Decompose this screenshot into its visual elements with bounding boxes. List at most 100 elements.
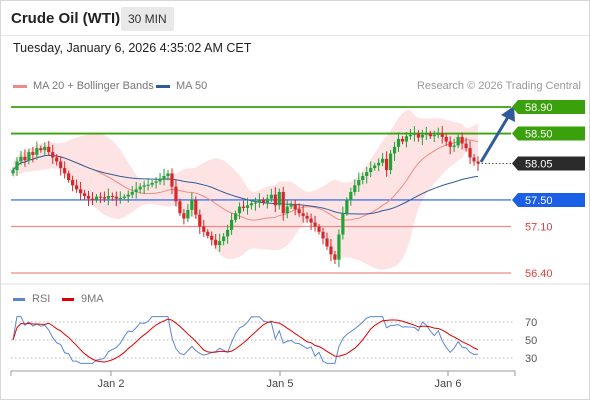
candle-body — [432, 134, 436, 137]
legend-item-ma20: MA 20 + Bollinger Bands — [13, 80, 154, 92]
candle-body — [353, 185, 357, 192]
level-label-57.10: 57.10 — [525, 222, 553, 234]
candle-body — [269, 194, 273, 199]
projection-arrow — [479, 116, 510, 163]
rsi-axis-label: 30 — [525, 353, 537, 365]
candle-body — [178, 201, 182, 214]
candle-body — [71, 180, 75, 186]
candle-body — [357, 180, 361, 186]
candle-body — [476, 161, 480, 164]
credit-text: Research © 2026 Trading Central — [416, 80, 581, 92]
legend-label-ma50: MA 50 — [176, 80, 208, 92]
candle-body — [277, 191, 281, 206]
candle-body — [412, 133, 417, 135]
time-axis-label: Jan 2 — [98, 378, 125, 390]
candle-body — [182, 213, 186, 219]
candle-body — [241, 206, 246, 208]
candle-body — [317, 226, 321, 232]
candle-body — [114, 196, 118, 199]
level-badge-58.50 — [512, 126, 585, 141]
legend-item-rsi: RSI — [13, 293, 50, 305]
ma20-swatch — [13, 84, 27, 88]
candle-body — [444, 136, 448, 142]
ma50-swatch — [156, 84, 170, 88]
level-badge-text-57.50: 57.50 — [525, 195, 553, 207]
level-badge-57.50 — [512, 192, 585, 207]
timeframe-badge[interactable]: 30 MIN — [121, 7, 174, 31]
legend-item-9ma: 9MA — [62, 293, 104, 305]
candle-body — [154, 181, 158, 183]
candle-body — [273, 194, 277, 206]
candle-body — [31, 152, 35, 155]
level-badge-text-58.90: 58.90 — [525, 102, 553, 114]
candle-body — [293, 203, 297, 210]
candle-body — [190, 199, 194, 210]
bollinger-bands — [13, 110, 478, 270]
candle-body — [15, 161, 19, 171]
candle-body — [51, 152, 55, 158]
candle-body — [229, 219, 234, 230]
candle-body — [174, 186, 178, 202]
candle-body — [39, 148, 43, 151]
candle-body — [285, 206, 289, 214]
candle-body — [321, 231, 325, 239]
candle-body — [305, 215, 309, 219]
candle-body — [130, 191, 134, 195]
candle-body — [249, 203, 254, 206]
candle-body — [428, 133, 432, 137]
candle-body — [233, 213, 238, 220]
candle-body — [94, 196, 99, 200]
candle-body — [86, 195, 91, 199]
candle-body — [63, 168, 67, 174]
rsi-axis-label: 70 — [525, 317, 537, 329]
candle-body — [261, 199, 265, 203]
candle-body — [67, 173, 71, 181]
candle-body — [198, 214, 202, 227]
candle-body — [460, 136, 464, 144]
candle-body — [400, 138, 405, 142]
candle-body — [313, 222, 317, 227]
candle-body — [404, 136, 409, 142]
candle-body — [472, 157, 476, 162]
candle-body — [166, 173, 170, 177]
candle-body — [245, 205, 250, 208]
candle-body — [214, 239, 218, 246]
candle-body — [138, 186, 142, 190]
candle-body — [416, 133, 420, 138]
candle-body — [122, 196, 126, 198]
candle-body — [289, 203, 293, 207]
candle-body — [325, 238, 329, 247]
candle-body — [408, 134, 413, 137]
rsi-swatch — [13, 297, 25, 301]
candle-body — [309, 218, 313, 223]
instrument-title: Crude Oil (WTI) — [11, 10, 121, 27]
candle-body — [11, 170, 15, 174]
legend-label-9ma: 9MA — [81, 293, 104, 305]
legend-label-ma20: MA 20 + Bollinger Bands — [33, 80, 154, 92]
candle-body — [257, 199, 262, 203]
candle-body — [281, 191, 285, 214]
candle-body — [118, 197, 122, 199]
candle-body — [23, 156, 27, 161]
candle-body — [365, 172, 369, 177]
candle-body — [337, 234, 341, 260]
candle-body — [226, 229, 230, 237]
candle-body — [373, 165, 377, 169]
candle-body — [369, 168, 373, 173]
header-divider — [1, 35, 589, 36]
candle-body — [19, 156, 23, 162]
candle-body — [170, 173, 174, 187]
candle-body — [265, 198, 269, 203]
candle-body — [333, 254, 337, 260]
candle-body — [158, 178, 162, 182]
timestamp: Tuesday, January 6, 2026 4:35:02 AM CET — [13, 41, 252, 55]
candle-body — [74, 185, 79, 190]
candle-body — [27, 152, 31, 161]
candle-body — [82, 193, 87, 196]
legend-label-rsi: RSI — [32, 293, 51, 305]
candle-body — [345, 199, 349, 214]
candle-body — [47, 146, 51, 153]
candle-body — [55, 157, 59, 162]
candle-body — [78, 189, 83, 194]
